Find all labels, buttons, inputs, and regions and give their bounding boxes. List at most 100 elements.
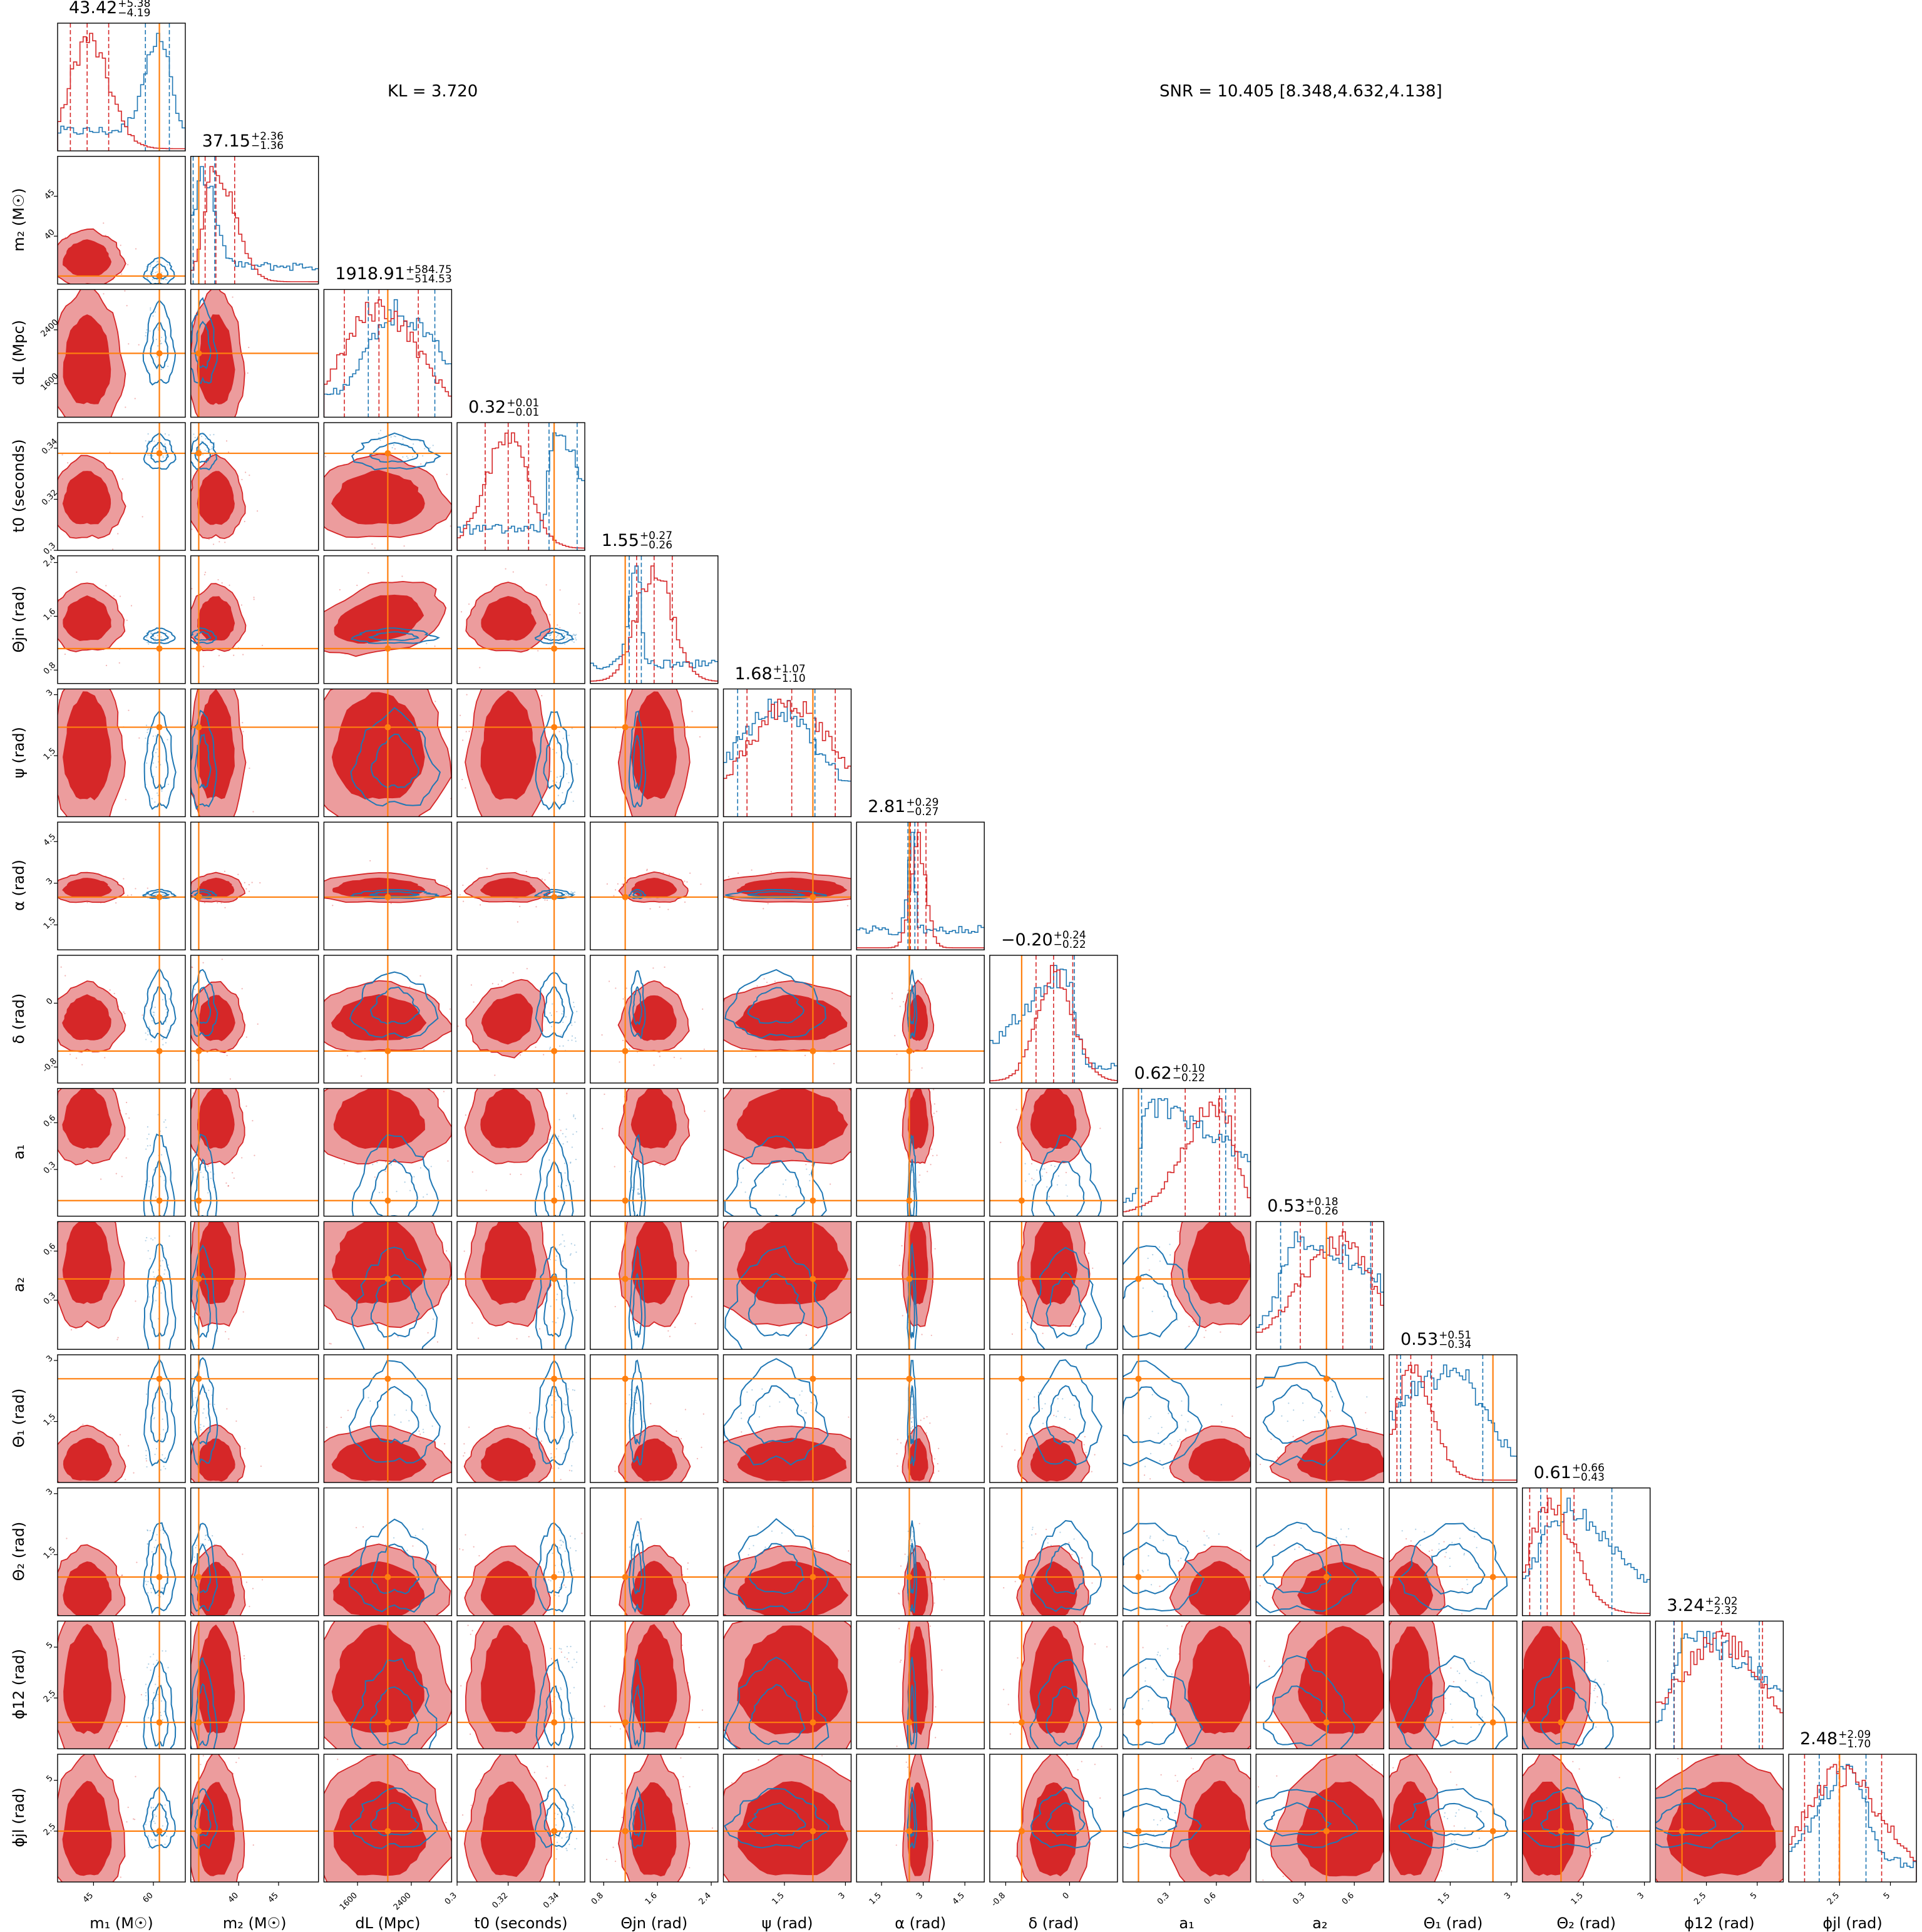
sample-point	[167, 279, 168, 280]
sample-point	[897, 1275, 898, 1277]
sample-point	[203, 1514, 205, 1515]
sample-point	[200, 1171, 201, 1173]
sample-point	[254, 1155, 255, 1156]
sample-point	[566, 1129, 567, 1130]
truth-marker	[157, 894, 163, 900]
sample-point	[168, 1029, 169, 1030]
sample-point	[646, 828, 647, 829]
sample-point	[901, 1245, 902, 1246]
sample-point	[436, 994, 438, 995]
sample-point	[620, 817, 621, 818]
sample-point	[613, 851, 614, 853]
sample-point	[1170, 1284, 1171, 1285]
sample-point	[854, 1025, 855, 1026]
sample-point	[398, 1509, 399, 1510]
sample-point	[145, 332, 146, 333]
sample-point	[406, 1052, 408, 1053]
sample-point	[550, 1305, 552, 1307]
sample-point	[866, 879, 868, 880]
sample-point	[804, 1055, 806, 1056]
sample-point	[571, 1470, 572, 1471]
sample-point	[714, 889, 715, 890]
sample-point	[579, 612, 580, 614]
sample-point	[573, 1181, 574, 1182]
sample-point	[423, 1429, 424, 1430]
hist-panel	[1123, 1089, 1251, 1216]
sample-point	[155, 735, 157, 736]
sample-point	[904, 887, 905, 888]
sample-point	[696, 1250, 697, 1251]
sample-point	[861, 1003, 862, 1004]
sample-point	[105, 585, 106, 586]
truth-marker	[906, 1048, 912, 1054]
contour-panel	[212, 556, 495, 684]
sample-point	[156, 1448, 157, 1449]
sample-point	[154, 801, 155, 803]
sample-point	[71, 1329, 72, 1330]
contour-panel	[436, 955, 587, 1083]
hist-panel	[856, 822, 984, 950]
sample-point	[162, 999, 163, 1000]
sample-point	[69, 1054, 71, 1055]
sample-point	[188, 578, 189, 580]
sample-point	[394, 448, 396, 450]
sample-point	[492, 983, 493, 984]
sample-point	[455, 872, 456, 873]
sample-point	[54, 1099, 56, 1100]
sample-point	[126, 1102, 127, 1103]
contour-panel	[590, 1054, 718, 1241]
sample-point	[564, 1246, 565, 1247]
sample-point	[903, 1001, 904, 1002]
sample-point	[353, 1072, 354, 1074]
sample-point	[572, 1410, 573, 1411]
sample-point	[312, 633, 314, 634]
sample-point	[561, 1013, 562, 1014]
sample-point	[243, 1311, 244, 1312]
contour-panel	[297, 1156, 471, 1370]
sample-point	[165, 632, 167, 634]
sample-point	[552, 1467, 553, 1469]
truth-marker	[195, 450, 202, 456]
sample-point	[1031, 1163, 1032, 1164]
sample-point	[510, 1504, 511, 1505]
sample-point	[153, 736, 154, 737]
sample-point	[573, 642, 575, 643]
sample-point	[684, 880, 685, 881]
sample-point	[629, 1048, 630, 1049]
sample-point	[161, 1439, 162, 1441]
sample-point	[204, 574, 205, 575]
sample-point	[35, 493, 36, 495]
sample-point	[419, 1434, 421, 1435]
sample-point	[119, 662, 120, 664]
sample-point	[211, 448, 212, 450]
sample-point	[153, 1012, 155, 1013]
truth-marker	[551, 1048, 557, 1054]
sample-point	[830, 1183, 831, 1184]
sample-point	[1149, 1270, 1150, 1271]
sample-point	[862, 1184, 863, 1185]
sample-point	[321, 1119, 322, 1120]
sample-point	[188, 1244, 189, 1245]
sample-point	[771, 871, 772, 872]
sample-point	[1099, 1128, 1101, 1129]
sample-point	[157, 356, 158, 357]
sample-point	[43, 480, 44, 481]
sample-point	[166, 455, 167, 456]
sample-point	[146, 1138, 148, 1139]
sample-point	[234, 1178, 235, 1179]
sample-point	[205, 572, 206, 573]
sample-point	[404, 545, 405, 547]
sample-point	[542, 1493, 543, 1494]
sample-point	[602, 1128, 603, 1129]
sample-point	[154, 1417, 155, 1418]
sample-point	[1194, 1206, 1195, 1207]
sample-point	[179, 1470, 180, 1471]
sample-point	[909, 1087, 910, 1088]
sample-point	[87, 686, 88, 687]
sample-point	[422, 455, 423, 456]
sample-point	[570, 1161, 571, 1163]
sample-point	[714, 633, 715, 634]
sample-point	[106, 665, 107, 666]
sample-point	[226, 448, 227, 450]
sample-point	[557, 1317, 558, 1318]
